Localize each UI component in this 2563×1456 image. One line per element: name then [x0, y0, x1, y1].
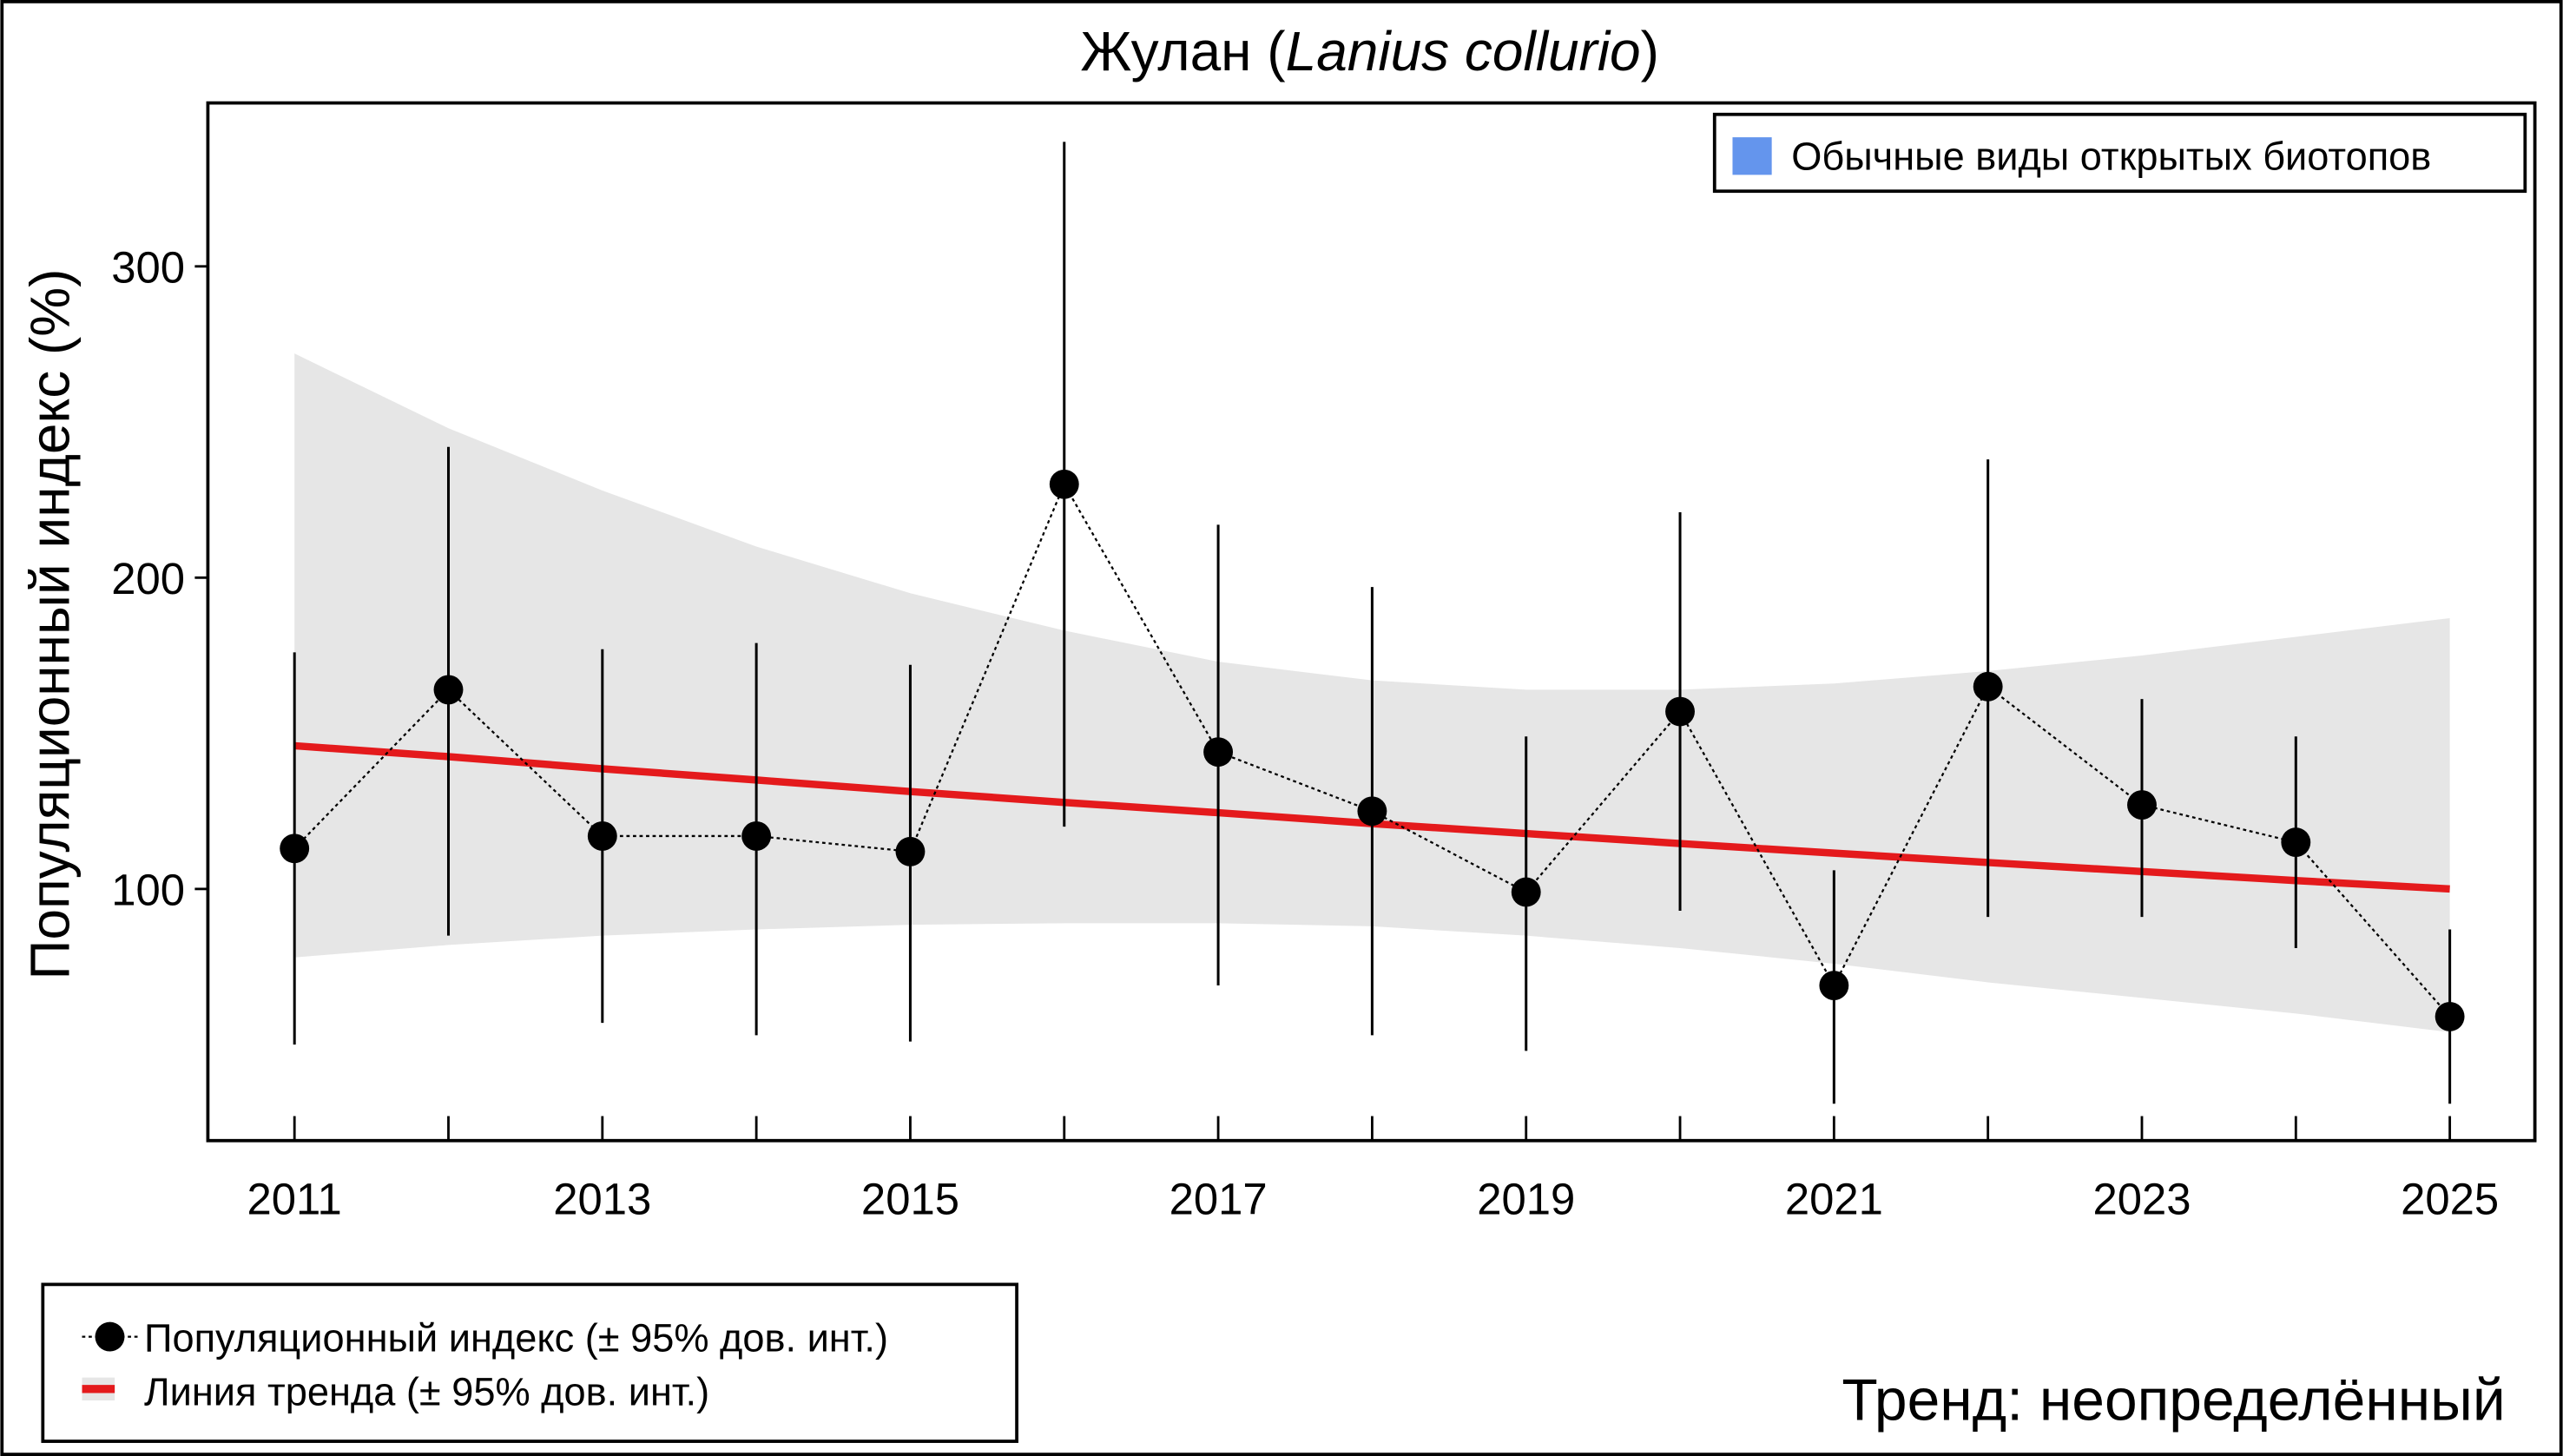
group-legend-label: Обычные виды открытых биотопов [1791, 135, 2431, 179]
index-point-2024 [2281, 827, 2311, 858]
x-tick-label-2023: 2023 [2092, 1174, 2191, 1223]
x-tick-label-2019: 2019 [1477, 1174, 1575, 1223]
x-tick-label-2015: 2015 [861, 1174, 959, 1223]
index-point-2020 [1665, 696, 1695, 727]
legend-index-marker [95, 1321, 125, 1352]
index-points [280, 469, 2465, 1031]
x-tick-label-2025: 2025 [2401, 1174, 2499, 1223]
chart-title: Жулан (Lanius collurio) [1080, 20, 1659, 82]
y-axis: 100 200 300 [111, 243, 208, 915]
index-point-2016 [1049, 469, 1079, 499]
legend-trend-label: Линия тренда (± 95% дов. инт.) [144, 1370, 709, 1414]
index-point-2011 [280, 833, 310, 864]
series-legend-box [41, 1282, 1018, 1443]
group-legend: Обычные виды открытых биотопов [1712, 112, 2527, 194]
x-axis: 2011 2013 2015 2017 2019 2021 2023 2025 [247, 1116, 2499, 1223]
x-tick-label-2017: 2017 [1169, 1174, 1268, 1223]
y-axis-label: Популяционный индекс (%) [18, 269, 81, 980]
index-point-2014 [741, 820, 772, 851]
group-legend-box [1712, 112, 2527, 194]
index-point-2021 [1819, 971, 1849, 1000]
index-point-2025 [2435, 1001, 2465, 1031]
index-point-2017 [1203, 737, 1234, 768]
x-tick-label-2011: 2011 [247, 1174, 342, 1223]
index-point-2012 [433, 675, 464, 705]
index-point-2015 [895, 836, 926, 866]
x-tick-label-2021: 2021 [1785, 1174, 1883, 1223]
index-point-2022 [1973, 671, 2003, 702]
index-point-2018 [1357, 796, 1387, 827]
group-legend-swatch [1732, 137, 1772, 175]
index-point-2019 [1511, 877, 1541, 907]
index-point-2013 [587, 820, 617, 851]
series-legend: Популяционный индекс (± 95% дов. инт.) Л… [41, 1282, 1018, 1443]
x-tick-label-2013: 2013 [553, 1174, 651, 1223]
trend-status: Тренд: неопределённый [1842, 1368, 2505, 1433]
y-tick-label-100: 100 [111, 866, 185, 915]
legend-index-label: Популяционный индекс (± 95% дов. инт.) [144, 1316, 888, 1360]
y-tick-label-300: 300 [111, 243, 185, 293]
y-tick-label-200: 200 [111, 554, 185, 603]
index-point-2023 [2127, 790, 2157, 820]
index-connector-line [293, 482, 2451, 1018]
